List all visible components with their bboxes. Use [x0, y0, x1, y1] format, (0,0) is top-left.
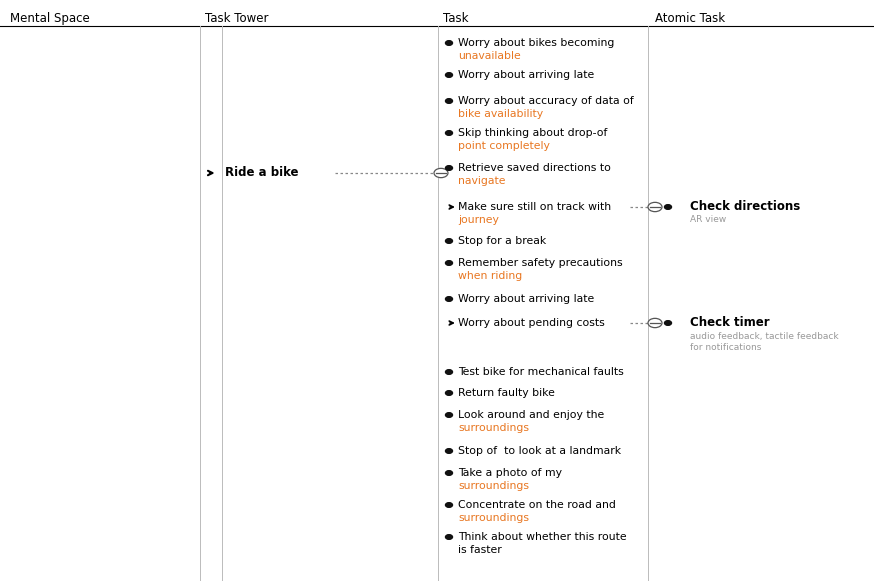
Text: for notifications: for notifications: [690, 343, 761, 353]
Circle shape: [446, 413, 453, 417]
Text: Skip thinking about drop-of: Skip thinking about drop-of: [458, 128, 607, 138]
Circle shape: [446, 535, 453, 539]
Circle shape: [446, 239, 453, 243]
Text: Worry about arriving late: Worry about arriving late: [458, 70, 594, 80]
Text: Retrieve saved directions to: Retrieve saved directions to: [458, 163, 611, 173]
Circle shape: [664, 321, 671, 325]
Circle shape: [446, 131, 453, 135]
Text: when riding: when riding: [458, 271, 523, 281]
Text: Stop for a break: Stop for a break: [458, 236, 546, 246]
Circle shape: [446, 166, 453, 170]
Text: Return faulty bike: Return faulty bike: [458, 388, 555, 398]
Text: surroundings: surroundings: [458, 481, 529, 491]
Text: audio feedback, tactile feedback: audio feedback, tactile feedback: [690, 332, 839, 340]
Text: Worry about accuracy of data of: Worry about accuracy of data of: [458, 96, 634, 106]
Text: Atomic Task: Atomic Task: [655, 12, 725, 25]
Circle shape: [648, 202, 662, 211]
Text: Task: Task: [443, 12, 468, 25]
Circle shape: [446, 449, 453, 453]
Text: is faster: is faster: [458, 545, 502, 555]
Circle shape: [446, 261, 453, 266]
Text: surroundings: surroundings: [458, 513, 529, 523]
Circle shape: [446, 73, 453, 77]
Text: Remember safety precautions: Remember safety precautions: [458, 258, 622, 268]
Text: Look around and enjoy the: Look around and enjoy the: [458, 410, 604, 420]
Circle shape: [446, 41, 453, 45]
Text: Ride a bike: Ride a bike: [225, 167, 299, 180]
Text: Worry about bikes becoming: Worry about bikes becoming: [458, 38, 614, 48]
Circle shape: [446, 503, 453, 507]
Text: bike availability: bike availability: [458, 109, 543, 119]
Text: Check directions: Check directions: [690, 200, 801, 213]
Text: Make sure still on track with: Make sure still on track with: [458, 202, 611, 212]
Text: Test bike for mechanical faults: Test bike for mechanical faults: [458, 367, 624, 377]
Circle shape: [446, 370, 453, 374]
Text: navigate: navigate: [458, 176, 505, 186]
Text: Task Tower: Task Tower: [205, 12, 268, 25]
Circle shape: [434, 168, 448, 178]
Text: surroundings: surroundings: [458, 423, 529, 433]
Text: Worry about pending costs: Worry about pending costs: [458, 318, 605, 328]
Circle shape: [446, 297, 453, 302]
Text: Mental Space: Mental Space: [10, 12, 90, 25]
Circle shape: [446, 390, 453, 395]
Text: Check timer: Check timer: [690, 317, 770, 329]
Text: Think about whether this route: Think about whether this route: [458, 532, 627, 542]
Text: Stop of  to look at a landmark: Stop of to look at a landmark: [458, 446, 621, 456]
Circle shape: [664, 205, 671, 209]
Text: journey: journey: [458, 215, 499, 225]
Circle shape: [446, 99, 453, 103]
Circle shape: [446, 471, 453, 475]
Text: unavailable: unavailable: [458, 51, 521, 61]
Text: point completely: point completely: [458, 141, 550, 151]
Text: Worry about arriving late: Worry about arriving late: [458, 294, 594, 304]
Text: Take a photo of my: Take a photo of my: [458, 468, 562, 478]
Text: Concentrate on the road and: Concentrate on the road and: [458, 500, 616, 510]
Circle shape: [648, 318, 662, 328]
Text: AR view: AR view: [690, 216, 726, 224]
